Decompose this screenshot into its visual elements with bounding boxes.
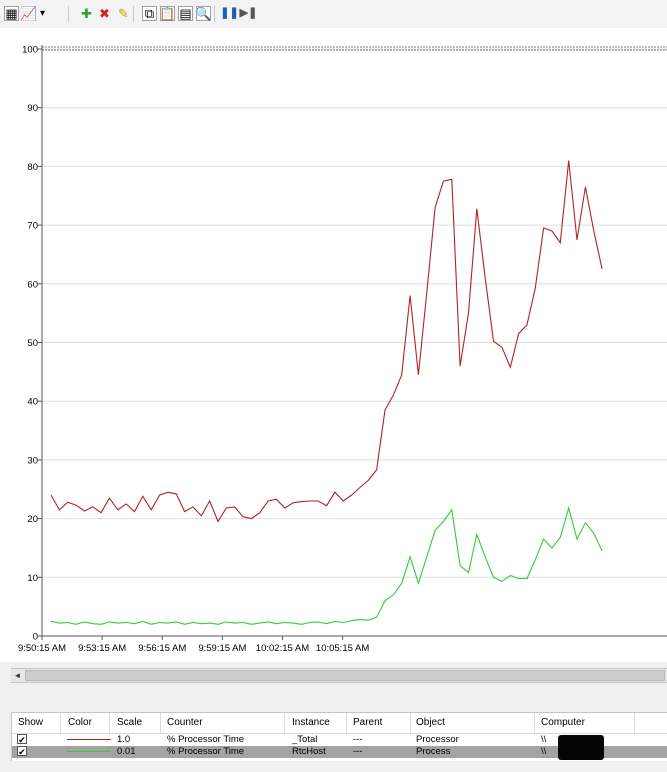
scroll-thumb[interactable] — [25, 670, 665, 681]
header-show[interactable]: Show — [18, 717, 44, 728]
header-object[interactable]: Object — [416, 717, 445, 728]
x-tick-label: 9:56:15 AM — [138, 643, 186, 654]
y-tick-label: 10 — [27, 573, 38, 584]
legend-cell-counter: % Processor Time — [167, 734, 245, 745]
series-line-1 — [50, 160, 603, 523]
x-tick-label: 9:50:15 AM — [18, 643, 66, 654]
scroll-left-button[interactable]: ◄ — [13, 671, 22, 680]
zoom-icon[interactable]: 🔍 — [195, 6, 212, 21]
y-tick-label: 30 — [27, 455, 38, 466]
header-color[interactable]: Color — [68, 717, 92, 728]
legend-cell-scale: 1.0 — [117, 734, 131, 745]
header-instance[interactable]: Instance — [292, 717, 330, 728]
y-tick-label: 90 — [27, 103, 38, 114]
x-tick-label: 9:59:15 AM — [198, 643, 246, 654]
header-computer[interactable]: Computer — [541, 717, 585, 728]
properties-icon[interactable]: ▤ — [178, 6, 193, 21]
counter-legend-table: Show Color Scale Counter Instance Parent… — [11, 712, 667, 761]
change-graph-type-icon[interactable]: 📈 — [20, 6, 37, 21]
y-tick-label: 40 — [27, 397, 38, 408]
freeze-display-icon[interactable]: ❚❚ — [220, 7, 239, 19]
line-chart: 0 10 20 30 40 50 60 70 80 90 100 9:50:15 AM 9:53:15 … — [18, 45, 667, 654]
color-swatch — [67, 751, 111, 752]
color-swatch — [67, 739, 111, 740]
y-tick-label: 80 — [27, 162, 38, 173]
y-tick-label: 20 — [27, 514, 38, 525]
add-counter-icon[interactable]: ✚ — [81, 6, 92, 21]
redacted-computer-name — [558, 735, 604, 760]
view-current-activity-icon[interactable]: ▦ — [4, 6, 19, 21]
horizontal-scrollbar[interactable]: ◄ — [11, 668, 667, 683]
y-tick-label: 50 — [27, 338, 38, 349]
graph-type-dropdown-icon[interactable]: ▾ — [39, 8, 46, 19]
legend-row[interactable]: ✔ 1.0 % Processor Time _Total --- Processor \\ — [12, 734, 667, 746]
legend-cell-object: Processor — [416, 734, 459, 745]
y-tick-label: 70 — [27, 221, 38, 232]
header-parent[interactable]: Parent — [353, 717, 383, 728]
toolbar: ▦ 📈 ▾ ✚ ✖ ✎ ⧉ 📋 ▤ 🔍 ❚❚ ▶❚ — [0, 0, 667, 29]
series-line-2 — [50, 505, 603, 625]
legend-cell-parent: --- — [353, 746, 363, 757]
highlight-icon[interactable]: ✎ — [118, 6, 129, 21]
legend-cell-object: Process — [416, 746, 451, 757]
y-tick-label: 0 — [33, 632, 38, 643]
y-tick-label: 60 — [27, 279, 38, 290]
legend-cell-computer: \\ — [541, 734, 547, 745]
legend-cell-scale: 0.01 — [117, 746, 136, 757]
legend-header-row: Show Color Scale Counter Instance Parent… — [12, 713, 667, 734]
header-counter[interactable]: Counter — [167, 717, 203, 728]
x-tick-label: 9:53:15 AM — [78, 643, 126, 654]
y-tick-label: 100 — [22, 45, 38, 56]
update-data-icon[interactable]: ▶❚ — [239, 7, 258, 19]
x-tick-label: 10:02:15 AM — [256, 643, 309, 654]
show-checkbox[interactable]: ✔ — [17, 746, 27, 757]
legend-cell-instance: _Total — [292, 734, 318, 745]
legend-cell-computer: \\ — [541, 746, 547, 757]
show-checkbox[interactable]: ✔ — [17, 734, 27, 745]
legend-cell-parent: --- — [353, 734, 363, 745]
header-scale[interactable]: Scale — [117, 717, 143, 728]
legend-row[interactable]: ✔ 0.01 % Processor Time RtcHost --- Process \\ — [12, 746, 667, 758]
copy-properties-icon[interactable]: ⧉ — [142, 6, 157, 21]
legend-cell-counter: % Processor Time — [167, 746, 245, 757]
paste-counter-list-icon[interactable]: 📋 — [159, 6, 176, 21]
x-tick-label: 10:05:15 AM — [316, 643, 369, 654]
performance-graph: 0 10 20 30 40 50 60 70 80 90 100 9:50:15 AM 9:53:15 … — [0, 28, 667, 662]
legend-cell-instance: RtcHost — [292, 746, 326, 757]
delete-counter-icon[interactable]: ✖ — [99, 6, 110, 21]
